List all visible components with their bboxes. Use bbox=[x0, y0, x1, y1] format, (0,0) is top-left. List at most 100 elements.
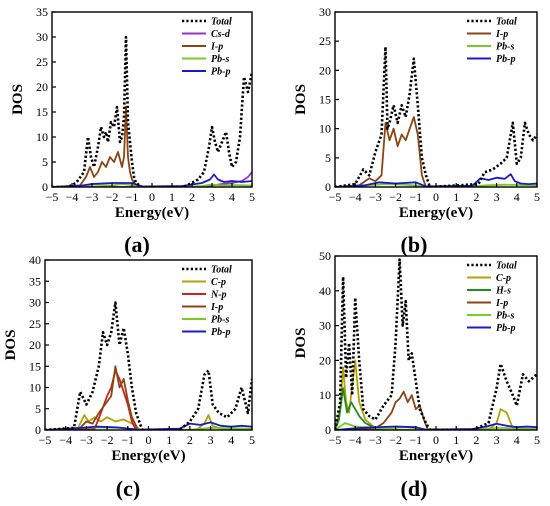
x-tick-label: −5 bbox=[46, 190, 59, 204]
y-tick-label: 30 bbox=[36, 30, 48, 44]
x-tick-label: 4 bbox=[514, 190, 520, 204]
y-tick-label: 40 bbox=[319, 284, 331, 298]
x-tick-label: −5 bbox=[329, 433, 342, 447]
x-tick-label: 2 bbox=[473, 190, 479, 204]
x-tick-label: −3 bbox=[369, 433, 382, 447]
legend-label: Pb-p bbox=[211, 327, 230, 338]
y-tick-label: 25 bbox=[36, 55, 48, 69]
x-tick-label: 0 bbox=[149, 190, 155, 204]
panel-label: (c) bbox=[116, 476, 140, 501]
legend-label: Pb-p bbox=[496, 323, 515, 334]
legend-label: H-s bbox=[495, 286, 511, 297]
x-axis-label: Energy(eV) bbox=[399, 448, 473, 464]
x-tick-label: −4 bbox=[349, 190, 362, 204]
y-tick-label: 5 bbox=[35, 402, 41, 416]
legend-label: Total bbox=[496, 261, 517, 272]
x-tick-label: −1 bbox=[121, 433, 134, 447]
y-tick-label: 5 bbox=[325, 151, 331, 165]
y-tick-label: 25 bbox=[29, 317, 41, 331]
y-tick-label: 20 bbox=[29, 338, 41, 352]
legend-label: Pb-p bbox=[211, 67, 230, 78]
x-tick-label: 0 bbox=[433, 433, 439, 447]
series-group bbox=[335, 45, 537, 187]
legend-label: Pb-s bbox=[496, 311, 514, 322]
y-tick-label: 30 bbox=[29, 296, 41, 310]
y-tick-label: 15 bbox=[36, 105, 48, 119]
y-tick-label: 5 bbox=[42, 155, 48, 169]
x-tick-label: 1 bbox=[453, 190, 459, 204]
y-tick-label: 15 bbox=[29, 359, 41, 373]
x-tick-label: 1 bbox=[166, 433, 172, 447]
legend-label: Pb-s bbox=[211, 54, 229, 65]
x-tick-label: −2 bbox=[106, 190, 119, 204]
y-tick-label: 40 bbox=[29, 253, 41, 267]
legend-label: Pb-s bbox=[496, 42, 514, 53]
panel-3: −5 −4 −3 −2 −1 0 1 2 3 4 50510152025303540Energy(e… bbox=[3, 253, 255, 501]
x-tick-label: 5 bbox=[534, 433, 540, 447]
y-axis-label: DOS bbox=[293, 328, 309, 359]
y-tick-label: 35 bbox=[29, 274, 41, 288]
y-tick-label: 0 bbox=[35, 423, 41, 437]
y-axis-label: DOS bbox=[3, 330, 19, 361]
x-axis-label: Energy(eV) bbox=[399, 205, 473, 221]
series-line-i-p bbox=[335, 116, 427, 187]
y-tick-label: 35 bbox=[36, 5, 48, 19]
x-tick-label: −2 bbox=[389, 433, 402, 447]
x-tick-label: −3 bbox=[86, 190, 99, 204]
y-tick-label: 15 bbox=[319, 93, 331, 107]
series-line-i-p bbox=[52, 106, 143, 187]
x-tick-label: −5 bbox=[329, 190, 342, 204]
x-tick-label: 5 bbox=[249, 433, 255, 447]
x-tick-label: 1 bbox=[169, 190, 175, 204]
y-tick-label: 0 bbox=[325, 423, 331, 437]
x-axis-label: Energy(eV) bbox=[115, 205, 189, 221]
x-tick-label: −1 bbox=[409, 190, 422, 204]
x-tick-label: 3 bbox=[208, 433, 214, 447]
series-line-pb-p bbox=[335, 173, 537, 187]
x-tick-label: 4 bbox=[228, 433, 234, 447]
legend-label: I-p bbox=[495, 298, 508, 309]
x-tick-label: −4 bbox=[349, 433, 362, 447]
legend-label: Total bbox=[211, 265, 232, 276]
legend-label: Total bbox=[496, 17, 517, 28]
x-tick-label: −2 bbox=[101, 433, 114, 447]
legend-label: I-p bbox=[210, 42, 223, 53]
x-tick-label: 0 bbox=[146, 433, 152, 447]
series-line-total bbox=[52, 35, 252, 187]
x-axis-label: Energy(eV) bbox=[111, 448, 185, 464]
y-tick-label: 0 bbox=[42, 180, 48, 194]
x-tick-label: 2 bbox=[187, 433, 193, 447]
x-tick-label: 3 bbox=[494, 190, 500, 204]
legend-label: C-p bbox=[211, 277, 226, 288]
x-tick-label: −1 bbox=[409, 433, 422, 447]
series-line-total bbox=[335, 45, 537, 187]
legend-label: C-p bbox=[496, 273, 511, 284]
panel-label: (d) bbox=[401, 476, 428, 501]
y-tick-label: 0 bbox=[325, 180, 331, 194]
legend-label: Pb-s bbox=[211, 315, 229, 326]
y-tick-label: 20 bbox=[319, 353, 331, 367]
x-tick-label: 0 bbox=[433, 190, 439, 204]
y-tick-label: 25 bbox=[319, 34, 331, 48]
x-tick-label: 4 bbox=[229, 190, 235, 204]
x-tick-label: 3 bbox=[209, 190, 215, 204]
y-axis-label: DOS bbox=[293, 84, 309, 115]
y-tick-label: 30 bbox=[319, 319, 331, 333]
x-tick-label: −3 bbox=[80, 433, 93, 447]
y-tick-label: 50 bbox=[319, 249, 331, 263]
y-tick-label: 10 bbox=[36, 130, 48, 144]
x-tick-label: 1 bbox=[453, 433, 459, 447]
panel-1: −5 −4 −3 −2 −1 0 1 2 3 4 505101520253035Energy(eV)… bbox=[10, 5, 255, 257]
y-tick-label: 10 bbox=[319, 388, 331, 402]
series-line-c-p bbox=[335, 359, 537, 430]
series-line-total bbox=[45, 301, 252, 430]
x-tick-label: −2 bbox=[389, 190, 402, 204]
legend-label: N-p bbox=[210, 290, 227, 301]
series-line-i-p bbox=[45, 365, 140, 430]
y-tick-label: 30 bbox=[319, 5, 331, 19]
x-tick-label: −4 bbox=[59, 433, 72, 447]
